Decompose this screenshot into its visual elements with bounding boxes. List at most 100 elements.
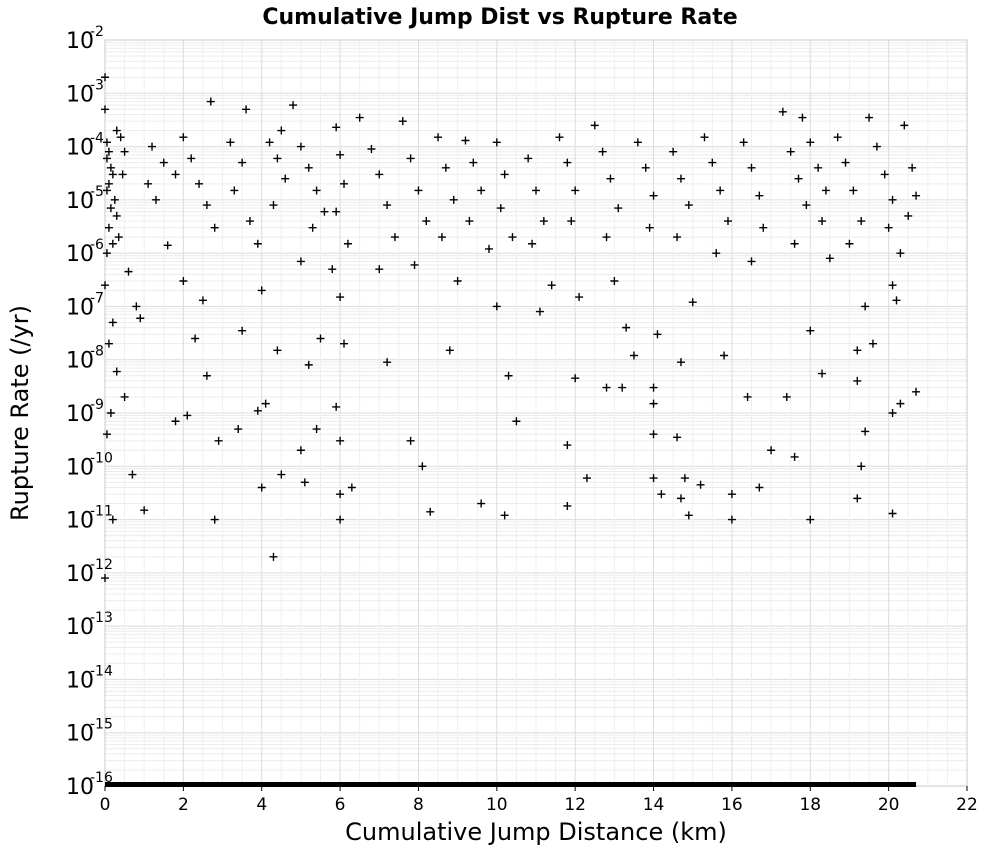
data-point — [132, 302, 141, 311]
data-point — [461, 136, 470, 145]
data-point — [332, 123, 341, 132]
data-point — [422, 217, 431, 226]
x-tick-label: 4 — [256, 795, 267, 815]
y-tick-label: 10 — [66, 615, 94, 640]
data-point — [676, 358, 685, 367]
data-point — [332, 402, 341, 411]
data-point — [469, 158, 478, 167]
data-point — [108, 239, 117, 248]
data-point — [106, 409, 115, 417]
data-point — [289, 101, 298, 110]
data-point — [269, 201, 278, 210]
data-point — [727, 515, 736, 524]
y-tick-exponent: -15 — [90, 717, 113, 733]
x-tick-label: 10 — [486, 795, 508, 815]
data-point — [198, 296, 207, 305]
data-point — [296, 257, 305, 266]
data-point — [265, 138, 274, 147]
data-point — [798, 113, 807, 122]
data-point — [102, 154, 111, 163]
data-point — [790, 452, 799, 461]
data-point — [273, 154, 282, 163]
data-point — [508, 233, 517, 242]
data-point — [716, 186, 725, 195]
data-point — [375, 170, 384, 179]
data-point — [825, 254, 834, 263]
data-point — [865, 113, 874, 122]
y-tick-exponent: -13 — [90, 610, 113, 626]
data-point — [571, 374, 580, 383]
data-point — [312, 186, 321, 195]
y-tick-label: 10 — [66, 722, 94, 747]
data-point — [484, 244, 493, 253]
data-point — [814, 163, 823, 172]
data-point — [151, 195, 160, 204]
data-point — [641, 163, 650, 172]
data-point — [755, 191, 764, 200]
data-point — [336, 515, 345, 524]
y-tick-label: 10 — [66, 29, 94, 54]
data-point — [336, 490, 345, 499]
y-tick-label: 10 — [66, 82, 94, 107]
data-point — [676, 174, 685, 183]
y-tick-label: 10 — [66, 775, 94, 800]
data-point — [108, 318, 117, 327]
data-point — [187, 154, 196, 163]
data-point — [108, 170, 117, 179]
y-tick-exponent: -16 — [90, 770, 113, 786]
data-point — [206, 97, 215, 106]
data-point — [179, 277, 188, 286]
data-point — [688, 298, 697, 307]
y-tick-label: 10 — [66, 509, 94, 534]
data-point — [673, 233, 682, 242]
data-point — [390, 233, 399, 242]
data-point — [712, 249, 721, 258]
y-tick-exponent: -12 — [90, 557, 113, 573]
data-point — [179, 133, 188, 142]
data-point — [238, 158, 247, 167]
data-point — [563, 441, 572, 450]
data-point — [257, 483, 266, 492]
data-point — [720, 351, 729, 360]
y-tick-label: 10 — [66, 668, 94, 693]
y-tick-exponent: -4 — [90, 131, 104, 147]
data-point — [304, 163, 313, 172]
data-point — [884, 223, 893, 232]
data-point — [535, 307, 544, 316]
data-point — [453, 277, 462, 286]
data-point — [900, 121, 909, 130]
data-point — [802, 201, 811, 210]
data-point — [892, 296, 901, 305]
data-point — [210, 515, 219, 524]
y-tick-label: 10 — [66, 349, 94, 374]
y-tick-exponent: -7 — [90, 290, 104, 306]
data-point — [676, 494, 685, 503]
x-tick-label: 20 — [878, 795, 900, 815]
data-point — [849, 186, 858, 195]
floor-band — [105, 782, 917, 787]
data-point — [649, 399, 658, 408]
data-point — [118, 170, 127, 179]
data-point — [148, 142, 157, 151]
data-point — [888, 409, 897, 417]
data-point — [477, 186, 486, 195]
data-point — [340, 339, 349, 348]
x-tick-label: 12 — [564, 795, 586, 815]
data-point — [747, 163, 756, 172]
data-point — [818, 217, 827, 226]
data-point — [332, 207, 341, 216]
data-point — [449, 195, 458, 204]
data-point — [102, 430, 111, 439]
x-axis-ticks: 0 2 4 6 8 10 12 14 16 18 20 22 — [100, 786, 978, 815]
data-point — [818, 369, 827, 378]
data-point — [649, 383, 658, 392]
data-point — [320, 207, 329, 216]
data-point — [106, 204, 115, 213]
grid-lines — [104, 40, 968, 787]
y-tick-exponent: -5 — [90, 184, 104, 200]
data-point — [673, 433, 682, 442]
data-point — [567, 217, 576, 226]
data-point — [230, 186, 239, 195]
data-point — [214, 436, 223, 445]
data-point — [649, 474, 658, 483]
